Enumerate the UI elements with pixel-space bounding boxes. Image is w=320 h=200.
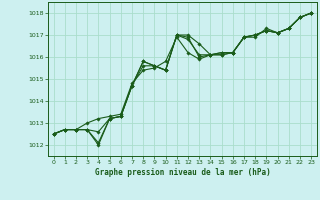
X-axis label: Graphe pression niveau de la mer (hPa): Graphe pression niveau de la mer (hPa) [94,168,270,177]
